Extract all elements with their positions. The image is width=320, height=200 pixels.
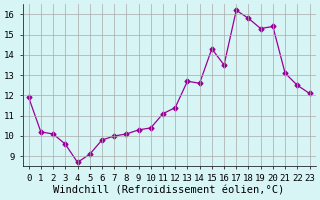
X-axis label: Windchill (Refroidissement éolien,°C): Windchill (Refroidissement éolien,°C) <box>53 186 285 196</box>
